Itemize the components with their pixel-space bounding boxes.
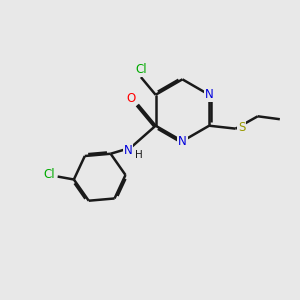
Text: N: N — [178, 135, 187, 148]
Text: N: N — [205, 88, 214, 101]
Text: O: O — [127, 92, 136, 104]
Text: S: S — [238, 121, 245, 134]
Text: Cl: Cl — [43, 168, 55, 181]
Text: H: H — [135, 150, 143, 160]
Text: N: N — [124, 144, 133, 157]
Text: Cl: Cl — [135, 63, 147, 76]
